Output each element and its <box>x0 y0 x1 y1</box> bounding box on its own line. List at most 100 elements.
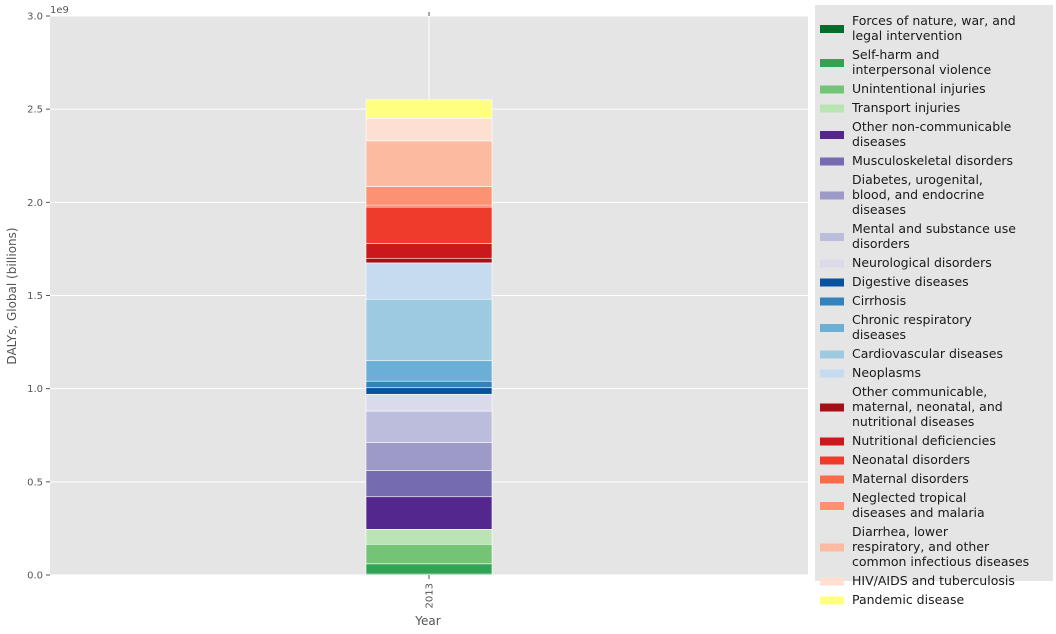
legend-label: Nutritional deficiencies <box>852 433 996 448</box>
legend-item: Nutritional deficiencies <box>820 433 996 448</box>
legend-item: Chronic respiratory diseases <box>820 312 972 342</box>
legend-label: Neonatal disorders <box>852 452 970 467</box>
bar-segment <box>365 99 493 119</box>
legend-label: Neurological disorders <box>852 255 992 270</box>
legend-label: Cirrhosis <box>852 293 906 308</box>
bar-segment <box>365 387 493 395</box>
legend-label: Cardiovascular diseases <box>852 346 1003 361</box>
bar-segment <box>365 262 493 300</box>
legend-label: Diarrhea, lower respiratory, and other com… <box>852 524 1029 569</box>
bar-segment <box>365 529 493 545</box>
legend-swatch <box>820 191 844 200</box>
y-tick-label: 2.5 <box>27 105 43 116</box>
legend-label: Pandemic disease <box>852 592 964 607</box>
legend-swatch <box>820 596 844 605</box>
bar-segment <box>365 206 493 244</box>
x-tick-label: 2013 <box>425 583 436 608</box>
y-tick-label: 3.0 <box>27 12 43 23</box>
legend-label: Other communicable, maternal, neonatal, a… <box>852 384 1003 429</box>
y-tick-label: 1.0 <box>27 384 43 395</box>
legend-swatch <box>820 369 844 378</box>
legend-label: HIV/AIDS and tuberculosis <box>852 573 1015 588</box>
legend-swatch <box>820 350 844 359</box>
legend-frame <box>815 5 1053 581</box>
legend-swatch <box>820 502 844 510</box>
y-tick-label: 0.5 <box>27 477 43 488</box>
legend-item: Other communicable, maternal, neonatal, a… <box>820 384 1003 429</box>
legend-item: Neurological disorders <box>820 255 992 270</box>
legend-swatch <box>820 25 844 33</box>
legend-swatch <box>820 259 844 268</box>
legend-item: Neglected tropical diseases and malaria <box>820 490 985 520</box>
bar-segment <box>365 298 493 362</box>
y-axis-label: DALYs, Global (billions) <box>5 227 19 364</box>
bar-segment <box>365 543 493 565</box>
bar-segment <box>365 442 493 471</box>
legend-item: Forces of nature, war, and legal interven… <box>820 13 1016 43</box>
legend-label: Diabetes, urogenital, blood, and endocrin… <box>852 172 985 217</box>
legend-item: Diarrhea, lower respiratory, and other com… <box>820 524 1029 569</box>
legend-swatch <box>820 543 844 552</box>
legend-swatch <box>820 59 844 67</box>
bar-segment <box>365 243 493 259</box>
x-axis-label: Year <box>414 614 440 628</box>
legend-label: Musculoskeletal disorders <box>852 153 1013 168</box>
legend: Forces of nature, war, and legal interven… <box>815 5 1053 607</box>
legend-label: Mental and substance use disorders <box>852 221 1016 251</box>
bar-segment <box>365 186 493 206</box>
y-tick-label: 2.0 <box>27 198 43 209</box>
legend-item: Maternal disorders <box>820 471 969 486</box>
legend-swatch <box>820 403 844 412</box>
y-tick-label: 1.5 <box>27 291 43 302</box>
y-offset-label: 1e9 <box>50 5 69 16</box>
bar-segment <box>365 118 493 142</box>
bar-segment <box>365 380 493 389</box>
legend-label: Digestive diseases <box>852 274 969 289</box>
legend-label: Transport injuries <box>851 100 960 115</box>
bar-segment <box>365 470 493 498</box>
legend-label: Neglected tropical diseases and malaria <box>852 490 985 520</box>
legend-label: Maternal disorders <box>852 471 969 486</box>
x-axis-ticks: 2013 <box>425 12 436 608</box>
legend-swatch <box>820 233 844 241</box>
legend-label: Unintentional injuries <box>852 81 986 96</box>
legend-item: Musculoskeletal disorders <box>820 153 1013 168</box>
bar-segment <box>365 496 493 530</box>
legend-item: Self-harm and interpersonal violence <box>820 47 992 77</box>
legend-item: Other non-communicable diseases <box>820 119 1012 149</box>
y-axis-ticks: 0.0 0.5 1.0 1.5 2.0 2.5 3.0 <box>27 12 50 582</box>
bar-segment <box>365 140 493 187</box>
bar-segment <box>365 360 493 382</box>
legend-item: Mental and substance use disorders <box>820 221 1016 251</box>
legend-swatch <box>820 456 844 465</box>
legend-label: Forces of nature, war, and legal interven… <box>852 13 1016 43</box>
legend-swatch <box>820 131 844 139</box>
legend-item: Transport injuries <box>820 100 960 115</box>
legend-label: Chronic respiratory diseases <box>852 312 972 342</box>
legend-swatch <box>820 157 844 166</box>
bar-stack-2013 <box>365 99 493 576</box>
legend-swatch <box>820 475 844 484</box>
bar-segment <box>365 393 493 412</box>
legend-label: Self-harm and interpersonal violence <box>852 47 992 77</box>
bar-segment <box>365 563 493 575</box>
legend-item: Neonatal disorders <box>820 452 970 467</box>
bar-segment <box>365 257 493 264</box>
y-tick-label: 0.0 <box>27 571 43 582</box>
legend-swatch <box>820 297 844 306</box>
legend-item: Pandemic disease <box>820 592 964 607</box>
bar-segment <box>365 410 493 444</box>
legend-swatch <box>820 437 844 446</box>
legend-item: Diabetes, urogenital, blood, and endocrin… <box>820 172 985 217</box>
legend-swatch <box>820 104 844 113</box>
legend-swatch <box>820 85 844 94</box>
legend-item: Unintentional injuries <box>820 81 986 96</box>
legend-label: Neoplasms <box>852 365 921 380</box>
legend-item: Neoplasms <box>820 365 921 380</box>
legend-item: Digestive diseases <box>820 274 969 289</box>
legend-item: HIV/AIDS and tuberculosis <box>820 573 1015 588</box>
legend-item: Cardiovascular diseases <box>820 346 1003 361</box>
legend-label: Other non-communicable diseases <box>852 119 1012 149</box>
legend-item: Cirrhosis <box>820 293 906 308</box>
legend-swatch <box>820 324 844 332</box>
